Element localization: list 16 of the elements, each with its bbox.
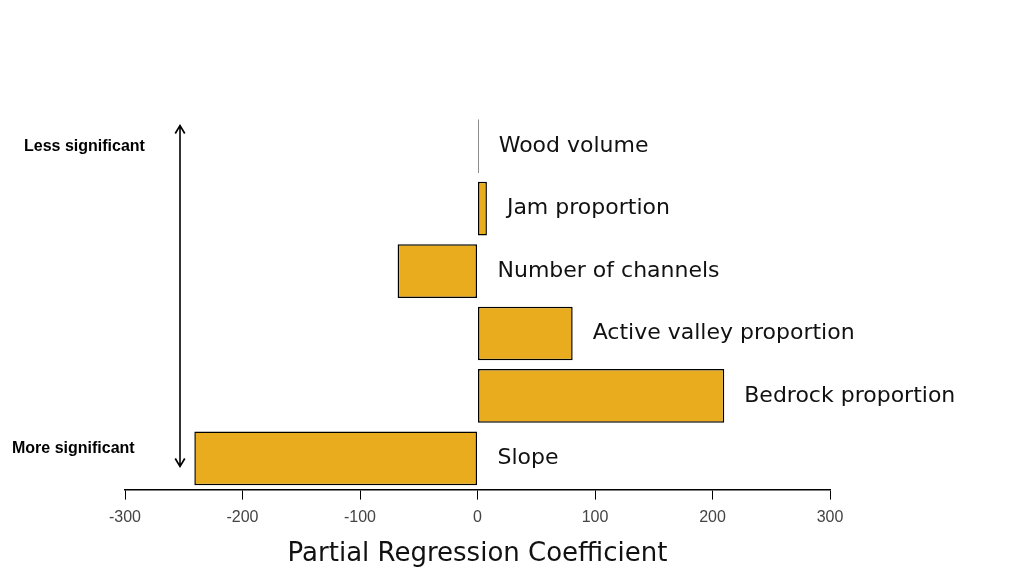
y-tick-label: Jam proportion (504, 194, 670, 220)
x-tick-label: -100 (343, 507, 377, 525)
annotation: More significant (12, 439, 135, 457)
x-tick-label: 0 (473, 507, 483, 525)
y-tick-label: Slope (497, 444, 559, 470)
y-tick-label: Wood volume (498, 131, 649, 157)
x-tick-label: 300 (816, 507, 844, 525)
x-tick-label: 100 (581, 507, 609, 525)
x-tick-label: -300 (108, 507, 142, 525)
y-tick-label: Bedrock proportion (744, 381, 956, 407)
y-tick-label: Active valley proportion (592, 319, 855, 345)
x-tick-label: 200 (699, 507, 726, 525)
annotation: Less significant (24, 137, 145, 155)
x-tick-label: -200 (226, 507, 259, 525)
x-axis-title: Partial Regression Coefficient (287, 537, 668, 568)
y-tick-label: Number of channels (497, 256, 720, 282)
